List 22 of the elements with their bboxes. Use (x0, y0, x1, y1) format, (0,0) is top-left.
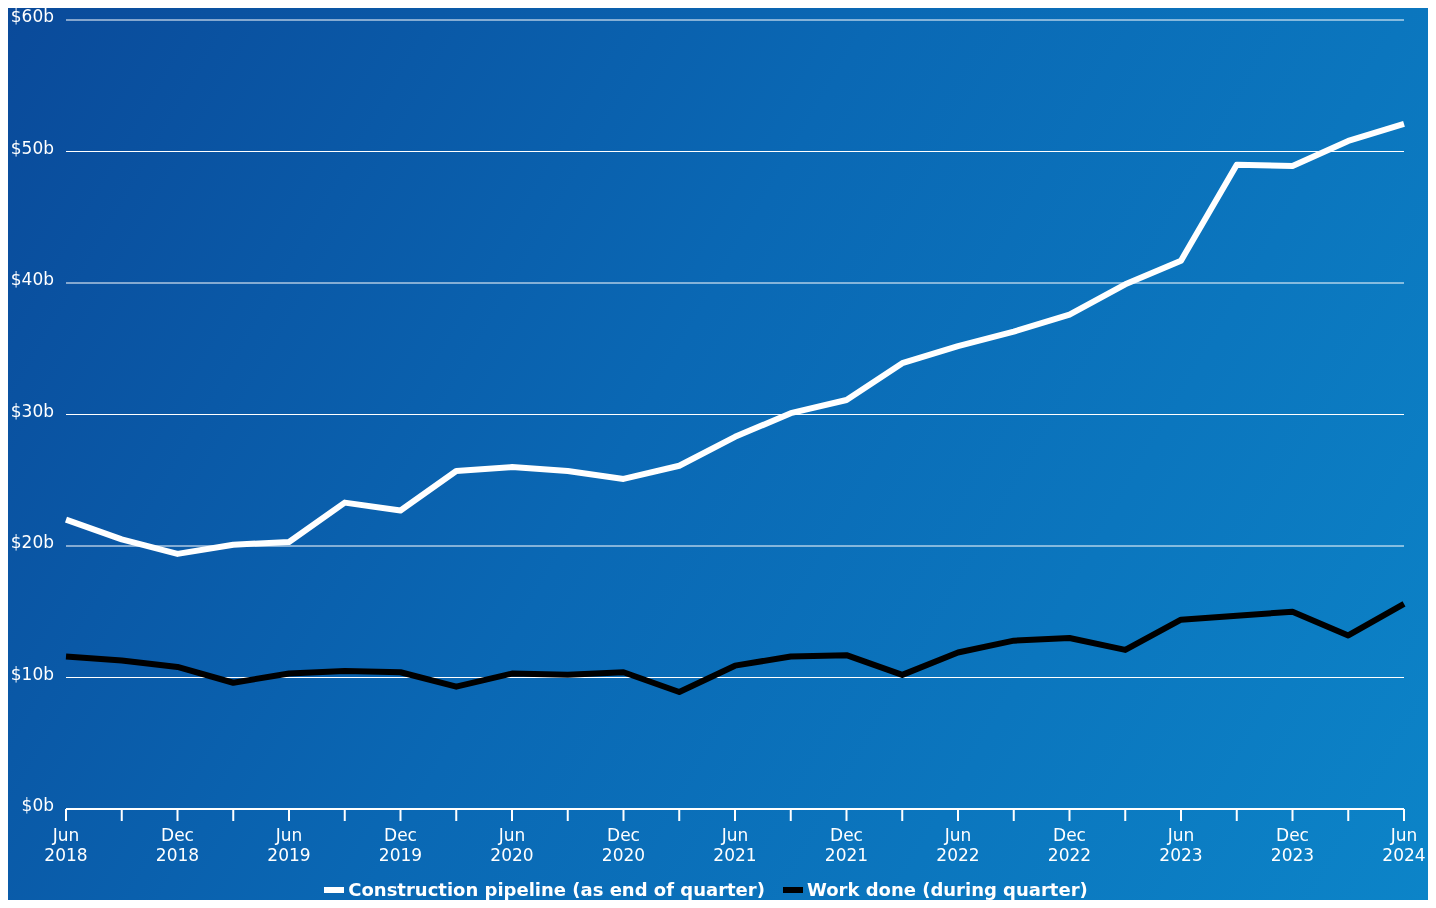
x-tick-label: Jun 2024 (1382, 825, 1426, 865)
y-tick-label: $50b (10, 137, 54, 158)
x-tick-label: Jun 2022 (936, 825, 980, 865)
legend-label: Work done (during quarter) (805, 879, 1088, 900)
y-tick-label: $40b (10, 269, 54, 290)
x-tick-label: Dec 2018 (155, 825, 200, 865)
x-tick-label: Dec 2020 (601, 825, 646, 865)
x-tick-label: Dec 2019 (378, 825, 423, 865)
y-tick-label: $20b (10, 532, 54, 553)
y-tick-label: $10b (10, 663, 54, 684)
y-tick-label: $0b (21, 795, 54, 816)
x-tick-label: Jun 2023 (1159, 825, 1203, 865)
x-tick-label: Dec 2023 (1270, 825, 1315, 865)
x-tick-label: Dec 2022 (1047, 825, 1092, 865)
x-tick-label: Dec 2021 (824, 825, 869, 865)
y-tick-label: $60b (10, 6, 54, 27)
x-tick-label: Jun 2019 (267, 825, 311, 865)
x-tick-label: Jun 2021 (713, 825, 757, 865)
x-tick-label: Jun 2018 (44, 825, 88, 865)
y-tick-label: $30b (10, 400, 54, 421)
x-tick-label: Jun 2020 (490, 825, 534, 865)
legend-label: Construction pipeline (as end of quarter) (347, 879, 765, 900)
